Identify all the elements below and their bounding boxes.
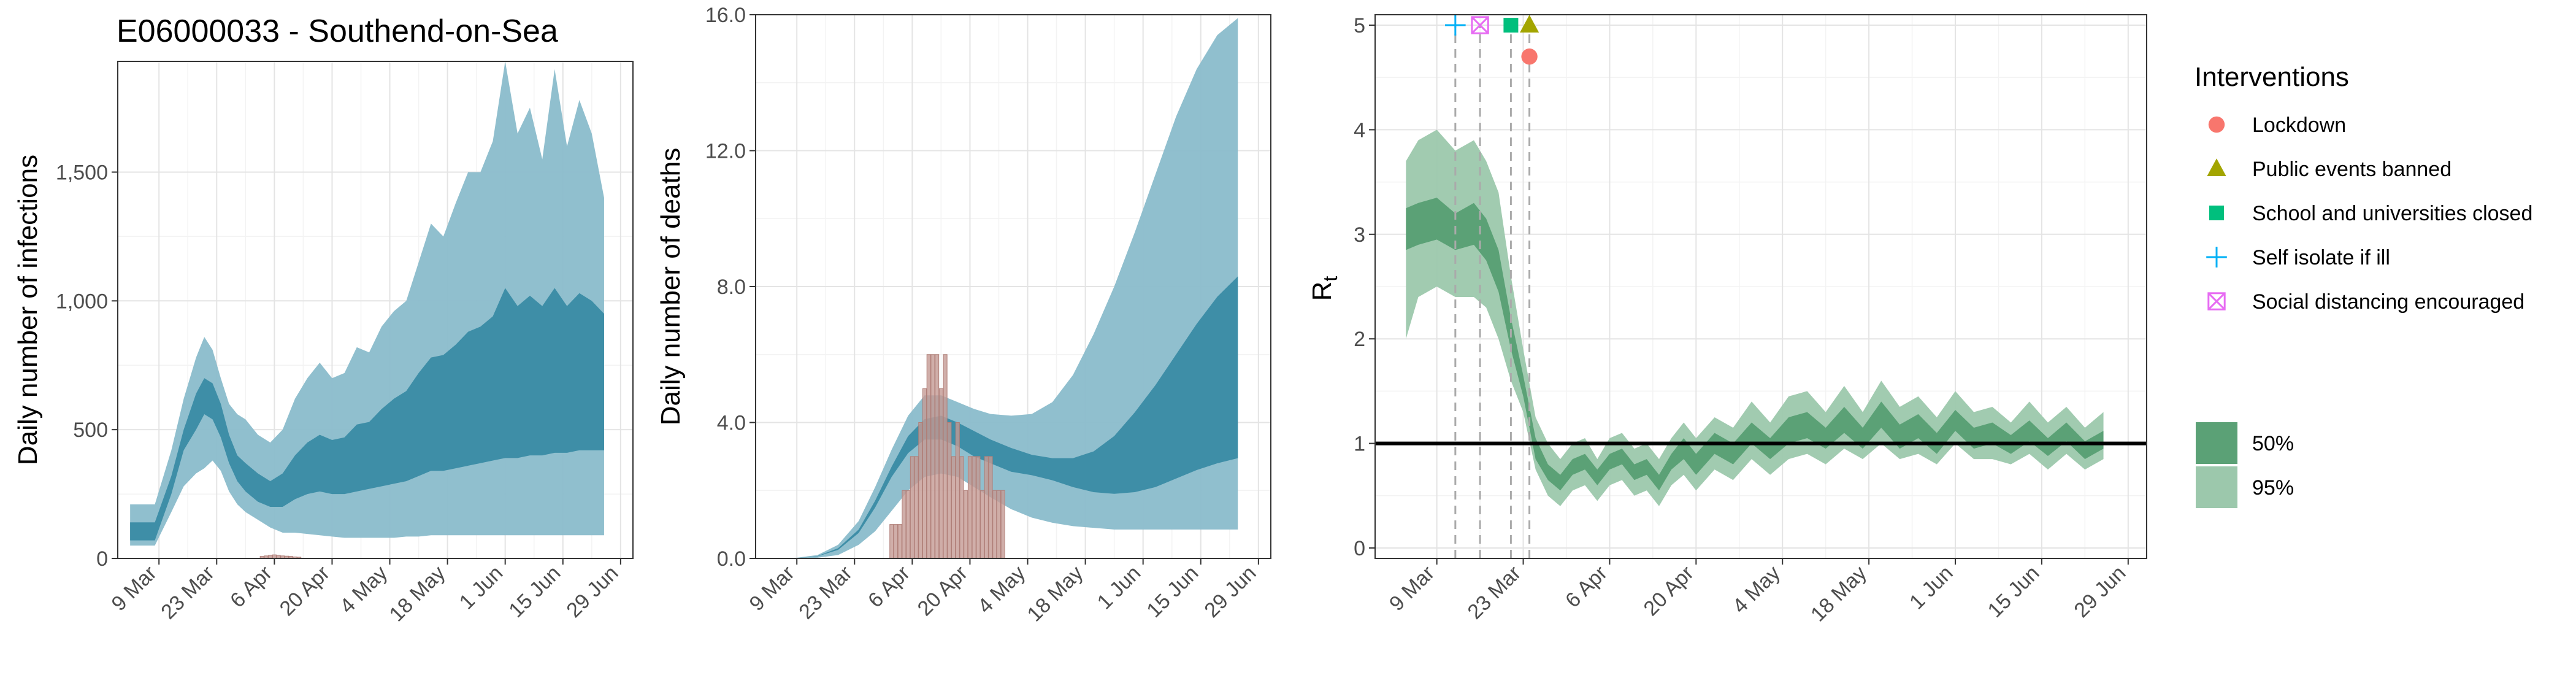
deaths-observed-bar	[906, 490, 911, 559]
legend-ci-label: 95%	[2252, 476, 2294, 500]
legend-circle-icon	[2208, 116, 2225, 133]
deaths-observed-bar	[984, 456, 989, 559]
deaths-observed-bar	[922, 388, 927, 559]
deaths-y-tick-label: 8.0	[717, 276, 746, 299]
deaths-y-label: Daily number of deaths	[656, 148, 686, 425]
infections-y-tick-label: 1,500	[56, 161, 108, 184]
rt-y-tick-label: 2	[1354, 328, 1365, 351]
deaths-observed-bar	[980, 490, 985, 559]
intervention-marker-circle	[1521, 48, 1538, 65]
rt-y-tick-label: 0	[1354, 537, 1365, 560]
rt-y-tick-label: 4	[1354, 118, 1365, 142]
deaths-observed-bar	[943, 354, 948, 559]
intervention-marker-boxx	[1471, 16, 1489, 34]
rt-panel: 9 Mar 23 Mar 6 Apr 20 Apr 4 May 18 May 1 Jun 15…	[1307, 14, 2147, 626]
intervention-marker-square	[1503, 18, 1519, 33]
legend-item-label: Public events banned	[2252, 158, 2451, 181]
deaths-observed-bar	[914, 456, 919, 559]
legend-item-label: Social distancing encouraged	[2252, 290, 2524, 314]
legend-item-label: Lockdown	[2252, 114, 2346, 137]
deaths-bars	[889, 354, 1005, 559]
intervention-marker-triangle	[1520, 15, 1539, 33]
legend-ci-items: 50% 95%	[2196, 422, 2294, 508]
legend-item-label: Self isolate if ill	[2252, 246, 2390, 269]
deaths-observed-bar	[918, 422, 923, 559]
rt-band-95pct	[1406, 129, 2104, 506]
deaths-observed-bar	[959, 456, 964, 559]
deaths-observed-bar	[926, 354, 931, 559]
deaths-observed-bar	[967, 456, 972, 559]
legend-plus-icon	[2206, 247, 2227, 268]
legend-triangle-icon	[2207, 158, 2226, 176]
deaths-observed-bar	[996, 490, 1002, 559]
deaths-observed-bar	[951, 456, 956, 559]
deaths-observed-bar	[972, 456, 976, 559]
deaths-observed-bar	[947, 422, 952, 559]
page-title: E06000033 - Southend-on-Sea	[117, 14, 558, 49]
deaths-y-tick-label: 4.0	[717, 412, 746, 435]
deaths-observed-bar	[1000, 490, 1005, 559]
deaths-observed-bar	[938, 388, 943, 559]
legend-ci-swatch	[2196, 422, 2237, 464]
deaths-observed-bar	[902, 490, 907, 559]
rt-y-tick-label: 3	[1354, 223, 1365, 247]
deaths-observed-bar	[889, 524, 894, 559]
deaths-observed-bar	[893, 524, 899, 559]
deaths-band-95pct	[768, 18, 1238, 559]
rt-y-label-main: R	[1307, 282, 1337, 301]
deaths-y-tick-label: 16.0	[705, 4, 746, 27]
deaths-observed-bar	[897, 524, 902, 559]
legend-square-icon	[2209, 206, 2224, 220]
deaths-y-tick-label: 12.0	[705, 140, 746, 163]
legend-title: Interventions	[2195, 62, 2349, 92]
legend-ci-label: 50%	[2252, 432, 2294, 455]
rt-y-label-sub: t	[1319, 276, 1341, 282]
infections-y-tick-label: 1,000	[56, 290, 108, 313]
deaths-observed-bar	[988, 456, 993, 559]
legend-boxx-icon	[2207, 292, 2226, 311]
rt-plot-border	[1374, 14, 2147, 559]
rt-bands	[1406, 129, 2104, 506]
deaths-observed-bar	[935, 354, 940, 559]
deaths-observed-bar	[976, 456, 981, 559]
deaths-observed-bar	[955, 422, 960, 559]
legend-items: Lockdown Public events banned School and u…	[2206, 114, 2532, 314]
infections-plot-border	[117, 61, 634, 559]
intervention-marker-plus	[1445, 15, 1466, 36]
infections-band-50pct	[130, 288, 604, 541]
deaths-bands	[768, 18, 1238, 559]
deaths-observed-bar	[930, 354, 935, 559]
legend: Interventions Lockdown Public events bann…	[2195, 62, 2532, 508]
rt-y-label: Rt	[1307, 276, 1341, 301]
rt-y-tick-label: 1	[1354, 433, 1365, 456]
infections-bands	[130, 61, 604, 546]
rt-band-50pct	[1406, 198, 2104, 491]
deaths-observed-bar	[964, 490, 968, 559]
deaths-observed-bar	[992, 490, 997, 559]
infections-y-tick-label: 0	[96, 547, 108, 571]
deaths-y-tick-label: 0.0	[717, 547, 746, 571]
legend-item-label: School and universities closed	[2252, 202, 2532, 225]
deaths-observed-bar	[910, 456, 914, 559]
infections-y-label: Daily number of infections	[13, 155, 43, 465]
legend-ci-swatch	[2196, 466, 2237, 508]
rt-interventions	[1445, 15, 1539, 558]
deaths-band-50pct	[768, 276, 1238, 558]
rt-y-tick-label: 5	[1354, 14, 1365, 37]
infections-y-tick-label: 500	[73, 419, 108, 442]
